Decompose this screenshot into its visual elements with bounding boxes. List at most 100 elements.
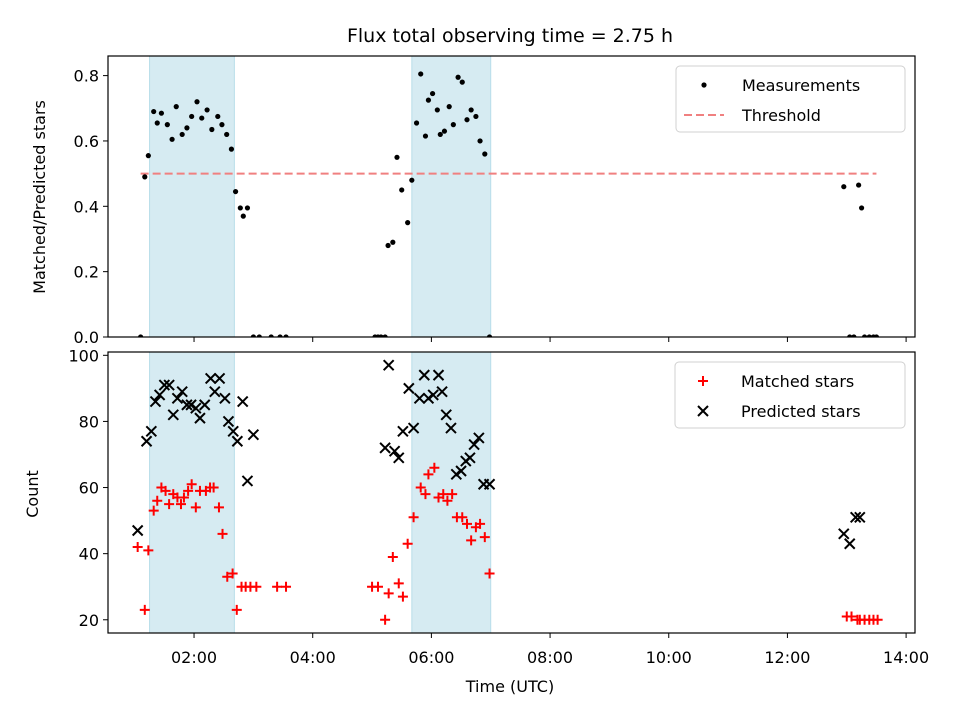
predicted-stars-point — [473, 432, 485, 444]
matched-stars-point — [186, 479, 197, 490]
matched-stars-point — [213, 502, 224, 513]
bottom-x-tick-label: 14:00 — [883, 648, 929, 667]
measurements-point — [873, 334, 880, 337]
bottom-y-tick-label: 40 — [79, 545, 99, 564]
measurements-point — [158, 110, 165, 116]
measurements-point — [378, 334, 384, 337]
predicted-stars-point — [153, 389, 166, 401]
predicted-stars-point — [171, 392, 184, 404]
matched-stars-point — [175, 499, 186, 510]
measurements-point — [194, 99, 200, 105]
matched-stars-point — [183, 485, 194, 496]
matched-stars-point — [461, 518, 472, 529]
matched-stars-point — [190, 502, 201, 513]
measurements-point — [418, 71, 424, 77]
measurements-point — [422, 133, 429, 139]
measurements-point — [244, 205, 251, 211]
predicted-stars-point — [219, 392, 231, 404]
predicted-stars-point — [436, 385, 448, 398]
predicted-stars-point — [247, 428, 260, 441]
x-axis-label: Time (UTC) — [465, 677, 554, 696]
measurements-point — [425, 97, 432, 103]
measurements-point — [405, 220, 411, 226]
measurements-point — [224, 131, 230, 138]
predicted-stars-point — [413, 392, 426, 404]
measurements-point — [232, 188, 239, 195]
matched-stars-point — [227, 568, 238, 579]
top-y-tick-label: 0.6 — [74, 132, 99, 151]
matched-stars-point — [457, 512, 468, 523]
matched-stars-point — [475, 518, 486, 529]
measurements-point — [429, 90, 436, 97]
measurements-point — [283, 334, 289, 337]
top-legend-label: Measurements — [742, 76, 860, 95]
predicted-stars-point — [418, 369, 430, 381]
measurements-point — [204, 107, 210, 113]
measurements-point — [268, 334, 274, 337]
measurements-point — [390, 239, 396, 245]
measurements-point — [277, 334, 283, 337]
measurements-point — [145, 153, 151, 159]
predicted-stars-point — [403, 382, 415, 395]
measurements-point — [851, 334, 857, 337]
measurements-point — [866, 334, 872, 337]
matched-stars-point — [397, 591, 408, 602]
matched-stars-point — [420, 489, 431, 500]
predicted-stars-point — [145, 425, 158, 438]
bottom-legend-label: Matched stars — [741, 372, 854, 391]
matched-stars-point — [479, 532, 490, 543]
bottom-legend — [674, 361, 906, 429]
matched-stars-point — [383, 588, 394, 599]
matched-stars-point — [466, 535, 477, 546]
measurements-point — [847, 334, 853, 337]
predicted-stars-point — [163, 379, 175, 391]
bottom-x-tick-label: 06:00 — [408, 648, 454, 667]
bottom-y-tick-label: 80 — [79, 412, 99, 431]
predicted-stars-point — [167, 409, 179, 421]
matched-stars-point — [387, 551, 398, 562]
top-y-tick-label: 0.4 — [74, 197, 99, 216]
measurements-point — [250, 334, 256, 337]
top-y-axis-label: Matched/Predicted stars — [30, 100, 49, 294]
measurements-point — [441, 128, 448, 134]
measurements-point — [437, 131, 443, 138]
measurements-point — [486, 334, 493, 337]
matched-stars-point — [429, 462, 440, 473]
measurements-point — [237, 205, 243, 211]
matched-stars-point — [178, 492, 189, 503]
matched-stars-point — [148, 505, 159, 516]
matched-stars-point — [143, 545, 154, 556]
bottom-legend-label: Predicted stars — [741, 402, 861, 421]
measurements-point — [464, 117, 470, 123]
measurements-point — [189, 113, 195, 120]
measurements-point — [459, 79, 465, 85]
measurements-point — [385, 242, 391, 249]
predicted-stars-point — [222, 415, 235, 428]
predicted-stars-point — [209, 385, 221, 398]
matched-stars-point — [164, 499, 175, 510]
legend-measurements-marker — [701, 82, 707, 88]
predicted-stars-point — [190, 402, 202, 414]
measurements-point — [169, 136, 175, 142]
predicted-stars-point — [838, 528, 850, 540]
bottom-y-tick-label: 20 — [79, 611, 99, 630]
matched-stars-point — [423, 469, 434, 480]
matched-stars-point — [393, 578, 404, 589]
predicted-stars-point — [213, 372, 226, 385]
predicted-stars-point — [382, 359, 395, 371]
top-panel: 0.0 0.2 0.4 0.6 0.8 Measurements Threshold — [74, 55, 916, 347]
predicted-stars-point — [445, 422, 457, 434]
top-y-tick-label: 0.0 — [74, 328, 99, 347]
measurements-point — [151, 108, 157, 115]
measurements-point — [434, 107, 440, 113]
predicted-stars-point — [181, 399, 193, 411]
matched-stars-point — [408, 512, 419, 523]
predicted-stars-point — [227, 425, 239, 438]
measurements-point — [858, 205, 865, 211]
top-observing-window-2 — [411, 56, 492, 337]
measurements-point — [409, 177, 415, 183]
top-y-tick-label: 0.8 — [74, 67, 99, 86]
matched-stars-point — [208, 482, 219, 493]
legend-matched-stars-marker — [698, 376, 708, 386]
